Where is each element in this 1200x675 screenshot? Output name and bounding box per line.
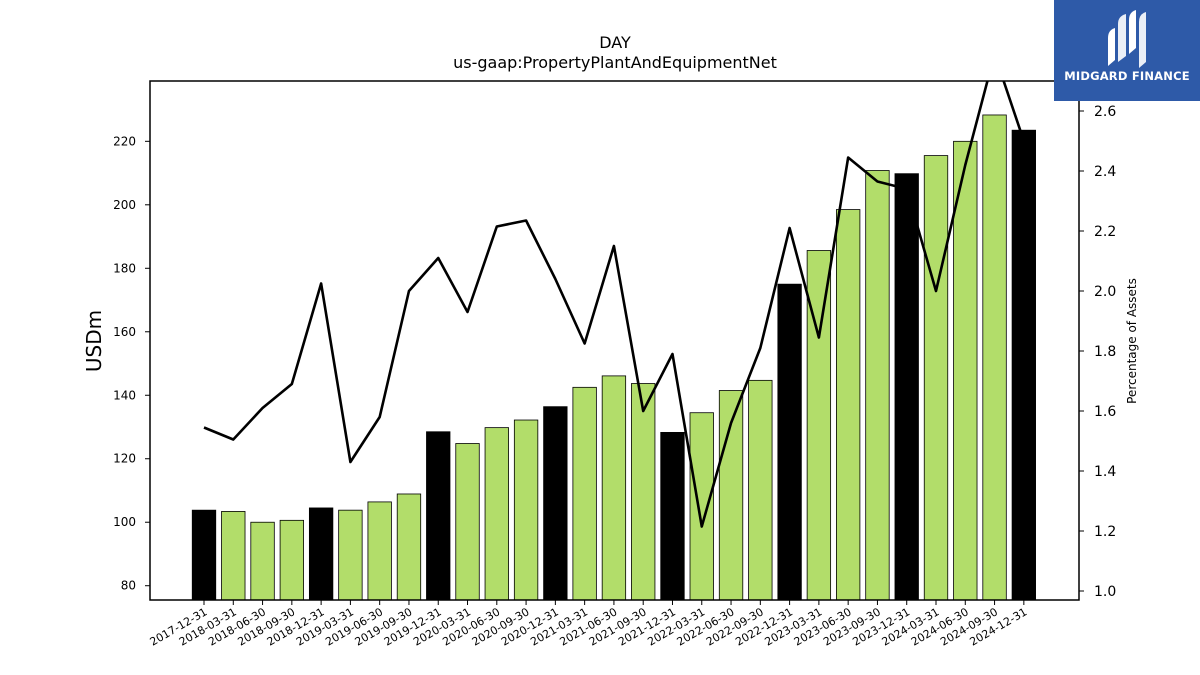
y-axis-label-left: USDm: [82, 310, 106, 372]
bar-2020-06-30: [484, 427, 509, 601]
bar-2021-12-31: [660, 431, 685, 601]
y-left-tick-label: 120: [113, 452, 136, 466]
plot-frame: [149, 80, 1080, 601]
y-right-tick-label: 1.0: [1094, 584, 1116, 600]
bar-2018-03-31: [221, 511, 246, 601]
bar-2022-09-30: [748, 379, 773, 601]
logo-text: MIDGARD FINANCE: [1064, 69, 1190, 83]
bar-2019-03-31: [338, 509, 363, 601]
y-right-tick-label: 2.4: [1094, 164, 1116, 180]
y-right-tick-label: 2.2: [1094, 224, 1116, 240]
midgard-logo-icon: [1108, 10, 1146, 68]
bar-2019-09-30: [396, 493, 422, 601]
y-left-tick-label: 80: [121, 579, 136, 593]
x-axis: 2017-12-312018-03-312018-06-302018-09-30…: [148, 600, 1029, 649]
y-right-tick-label: 1.6: [1094, 404, 1116, 420]
bar-2022-03-31: [689, 412, 714, 601]
y-axis-right: 1.0 1.2 1.4 1.6 1.8 2.0 2.2 2.4 2.6: [1079, 104, 1116, 600]
bar-2017-12-31: [191, 509, 217, 601]
y-left-tick-label: 200: [113, 198, 136, 212]
chart-title: DAY: [599, 33, 631, 52]
bar-2021-06-30: [601, 375, 627, 601]
bar-2024-09-30: [982, 114, 1007, 601]
y-left-tick-label: 160: [113, 325, 136, 339]
y-right-tick-label: 2.6: [1094, 104, 1116, 120]
chart-subtitle: us-gaap:PropertyPlantAndEquipmentNet: [453, 53, 777, 72]
line-series: [203, 81, 1026, 528]
y-left-tick-label: 140: [113, 388, 136, 402]
bar-2021-03-31: [572, 386, 597, 601]
bar-2019-12-31: [426, 431, 451, 601]
y-right-tick-label: 1.4: [1094, 464, 1116, 480]
y-left-tick-label: 100: [113, 515, 136, 529]
bar-2018-12-31: [308, 507, 334, 601]
y-right-tick-label: 1.8: [1094, 344, 1116, 360]
bar-2022-12-31: [777, 283, 802, 601]
brand-logo: MIDGARD FINANCE: [1054, 0, 1200, 101]
y-axis-left: 80 100 120 140 160 180 200 220: [113, 134, 150, 593]
y-right-tick-label: 1.2: [1094, 524, 1116, 540]
percentage-line: [203, 81, 1026, 528]
bar-2018-06-30: [250, 521, 275, 601]
bar-2020-12-31: [543, 406, 568, 601]
bar-2024-12-31: [1011, 129, 1036, 601]
bar-2023-06-30: [836, 209, 861, 601]
bar-2024-03-31: [923, 155, 949, 601]
bar-2024-06-30: [953, 140, 978, 601]
y-left-tick-label: 180: [113, 261, 136, 275]
bar-series: [191, 114, 1036, 601]
bar-2019-06-30: [367, 501, 392, 601]
bar-2023-09-30: [865, 170, 890, 601]
y-left-tick-label: 220: [113, 134, 136, 148]
bar-2021-09-30: [631, 383, 656, 601]
bar-2020-03-31: [455, 443, 480, 601]
y-right-tick-label: 2.0: [1094, 284, 1116, 300]
bar-2018-09-30: [279, 519, 304, 601]
y-axis-label-right: Percentage of Assets: [1125, 278, 1139, 404]
bar-2020-09-30: [513, 419, 539, 601]
bar-2023-12-31: [894, 173, 919, 601]
